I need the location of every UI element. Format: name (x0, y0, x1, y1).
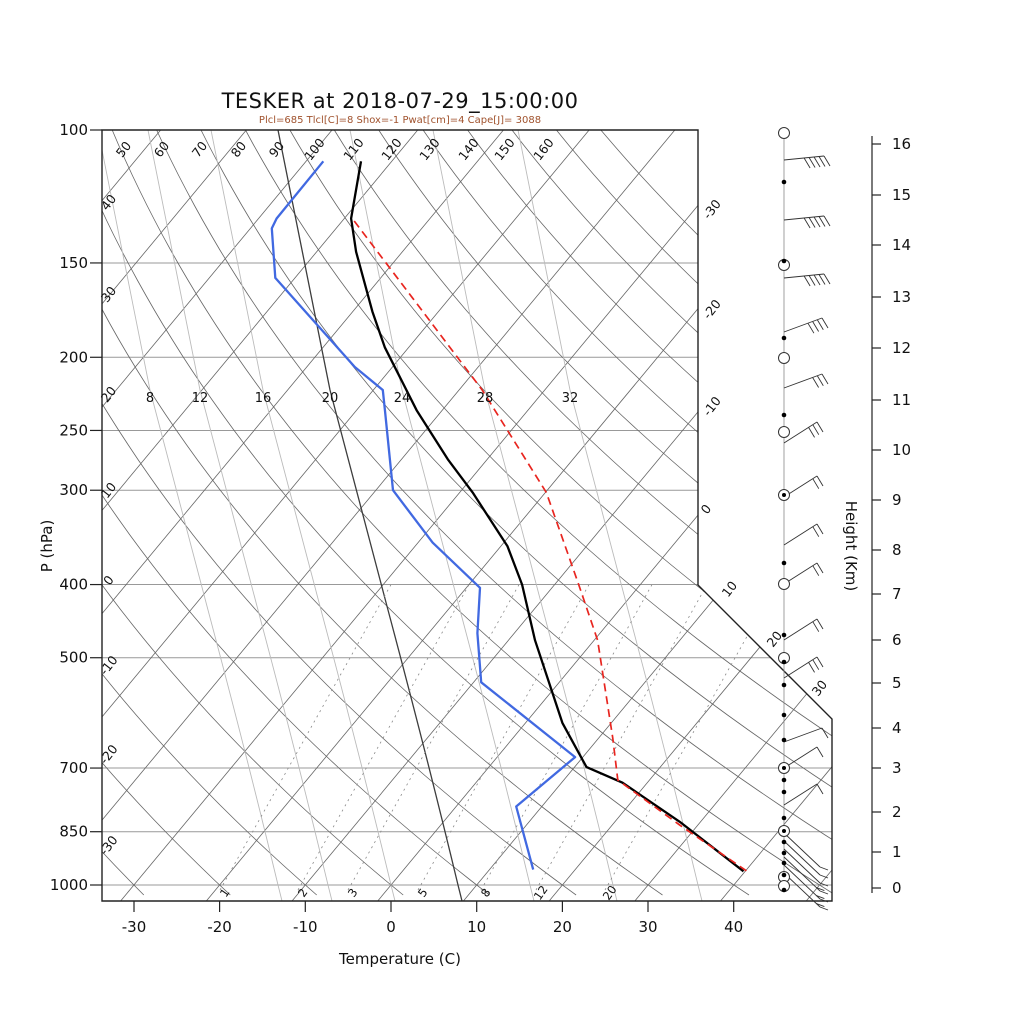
svg-text:20: 20 (322, 391, 339, 406)
svg-text:32: 32 (562, 391, 579, 406)
svg-text:300: 300 (59, 481, 88, 499)
svg-text:200: 200 (59, 348, 88, 366)
svg-text:6: 6 (892, 631, 902, 649)
svg-text:5: 5 (415, 886, 431, 900)
svg-text:-30: -30 (122, 918, 147, 936)
svg-text:20: 20 (98, 383, 120, 405)
svg-text:120: 120 (378, 135, 405, 163)
x-axis-label: Temperature (C) (339, 950, 461, 968)
svg-text:10: 10 (719, 578, 741, 600)
svg-text:8: 8 (892, 541, 902, 559)
svg-text:16: 16 (255, 391, 272, 406)
temperature-curve (349, 161, 745, 873)
svg-text:150: 150 (59, 254, 88, 272)
svg-text:500: 500 (59, 649, 88, 667)
sounding-curves (270, 160, 749, 873)
svg-text:30: 30 (638, 918, 657, 936)
svg-text:-30: -30 (96, 833, 120, 858)
sounding-indices-subtitle: Plcl=685 Tlcl[C]=8 Shox=-1 Pwat[cm]=4 Ca… (258, 115, 542, 126)
svg-text:28: 28 (477, 391, 494, 406)
svg-text:20: 20 (553, 918, 572, 936)
svg-text:-10: -10 (700, 393, 724, 418)
svg-text:0: 0 (698, 501, 715, 517)
svg-text:250: 250 (59, 421, 88, 439)
svg-text:7: 7 (892, 585, 902, 603)
svg-text:1: 1 (217, 886, 233, 900)
svg-text:20: 20 (764, 628, 786, 650)
svg-text:700: 700 (59, 759, 88, 777)
svg-text:110: 110 (340, 135, 367, 163)
svg-text:14: 14 (892, 236, 911, 254)
svg-text:10: 10 (892, 441, 911, 459)
svg-text:80: 80 (228, 138, 250, 160)
svg-text:15: 15 (892, 186, 911, 204)
svg-text:850: 850 (59, 823, 88, 841)
svg-text:1000: 1000 (50, 876, 88, 894)
dewpoint-curve (270, 160, 577, 870)
svg-text:-20: -20 (96, 742, 120, 767)
svg-text:30: 30 (809, 677, 831, 699)
page-title: TESKER at 2018-07-29_15:00:00 (221, 89, 579, 113)
svg-text:90: 90 (266, 138, 288, 160)
svg-text:13: 13 (892, 288, 911, 306)
svg-text:3: 3 (345, 886, 361, 900)
svg-text:400: 400 (59, 576, 88, 594)
svg-text:100: 100 (59, 121, 88, 139)
svg-text:12: 12 (192, 391, 209, 406)
svg-text:2: 2 (892, 803, 902, 821)
svg-text:5: 5 (892, 674, 902, 692)
parcel-curve (353, 220, 749, 873)
background-grid (102, 130, 832, 901)
svg-text:24: 24 (394, 391, 411, 406)
height-axis-label: Height (Km) (842, 500, 860, 592)
svg-text:1: 1 (892, 843, 902, 861)
svg-text:-10: -10 (96, 653, 120, 678)
svg-text:50: 50 (113, 138, 135, 160)
svg-text:0: 0 (386, 918, 396, 936)
svg-text:10: 10 (98, 479, 120, 501)
svg-text:0: 0 (892, 879, 902, 897)
svg-text:16: 16 (892, 135, 911, 153)
svg-text:9: 9 (892, 491, 902, 509)
svg-text:160: 160 (530, 135, 557, 163)
svg-text:8: 8 (478, 886, 494, 900)
svg-text:4: 4 (892, 719, 902, 737)
svg-text:140: 140 (455, 135, 482, 163)
svg-text:3: 3 (892, 759, 902, 777)
svg-text:12: 12 (531, 883, 551, 903)
plot-frame (101, 129, 833, 902)
svg-text:11: 11 (892, 391, 911, 409)
svg-text:40: 40 (98, 191, 120, 213)
svg-text:10: 10 (467, 918, 486, 936)
svg-text:12: 12 (892, 339, 911, 357)
grid-labels: 50 60 70 80 90 100 110 120 130 140 150 160403020100… (96, 135, 830, 903)
wind-barb-column (778, 127, 831, 911)
svg-text:-30: -30 (700, 196, 724, 221)
pressure-axis-label: P (hPa) (38, 519, 56, 573)
svg-text:20: 20 (600, 883, 620, 903)
svg-text:-10: -10 (293, 918, 318, 936)
svg-text:-20: -20 (207, 918, 232, 936)
svg-text:8: 8 (146, 391, 154, 406)
svg-text:40: 40 (724, 918, 743, 936)
svg-text:-20: -20 (700, 296, 724, 321)
